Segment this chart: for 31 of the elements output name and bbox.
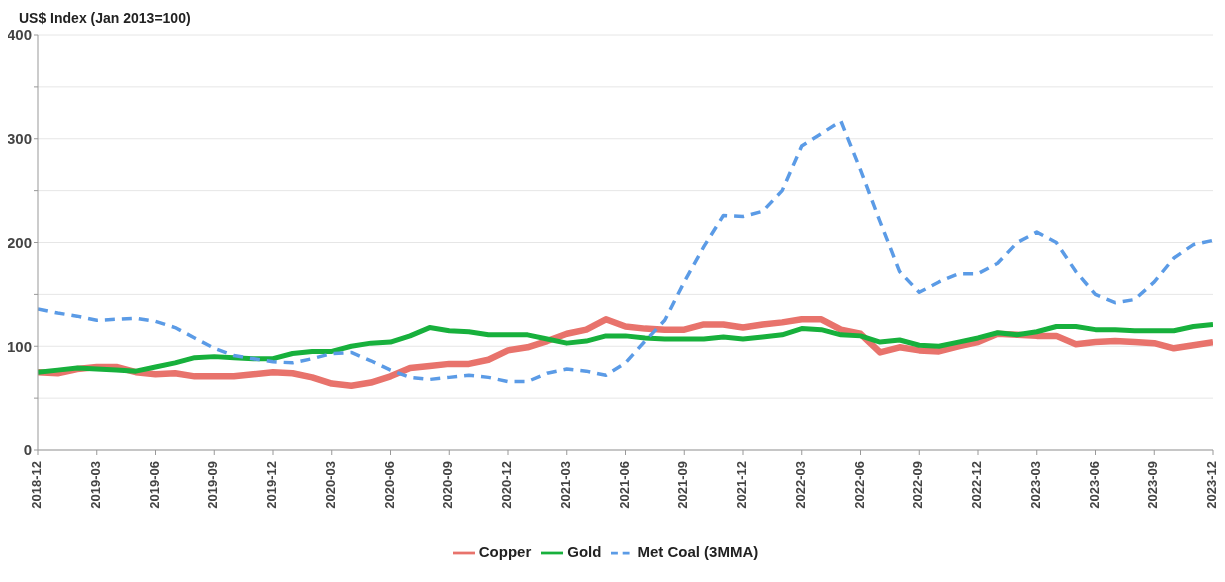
x-tick-label: 2023-09 xyxy=(1145,461,1161,509)
x-tick-label: 2021-06 xyxy=(616,461,632,509)
legend-label: Gold xyxy=(567,542,602,560)
x-tick-label: 2019-09 xyxy=(205,461,221,509)
x-tick-label: 2022-06 xyxy=(851,461,867,509)
x-tick-label: 2020-09 xyxy=(440,461,456,509)
x-tick-label: 2018-12 xyxy=(29,461,45,509)
x-tick-label: 2021-12 xyxy=(734,461,750,509)
x-tick-label: 2019-06 xyxy=(146,461,162,509)
legend-label: Copper xyxy=(478,542,532,560)
x-tick-label: 2022-09 xyxy=(910,461,926,509)
y-tick-label: 300 xyxy=(6,130,32,148)
y-tick-label: 0 xyxy=(23,441,32,459)
y-tick-label: 200 xyxy=(6,233,32,251)
x-tick-label: 2020-06 xyxy=(381,461,397,509)
x-tick-label: 2021-03 xyxy=(557,461,573,509)
y-tick-label: 100 xyxy=(6,337,32,355)
x-tick-label: 2020-12 xyxy=(499,461,515,509)
x-tick-label: 2023-06 xyxy=(1086,461,1102,509)
legend-label: Met Coal (3MMA) xyxy=(637,542,759,560)
y-tick-label: 400 xyxy=(6,26,32,44)
x-tick-label: 2022-12 xyxy=(969,461,985,509)
y-axis-title: US$ Index (Jan 2013=100) xyxy=(19,10,191,26)
x-tick-label: 2021-09 xyxy=(675,461,691,509)
x-tick-label: 2019-03 xyxy=(87,461,103,509)
x-tick-label: 2020-03 xyxy=(322,461,338,509)
x-tick-label: 2022-03 xyxy=(792,461,808,509)
line-series xyxy=(38,119,1213,384)
x-tick-label: 2023-03 xyxy=(1027,461,1043,509)
x-tick-label: 2023-12 xyxy=(1204,461,1220,509)
x-tick-label: 2019-12 xyxy=(264,461,280,509)
